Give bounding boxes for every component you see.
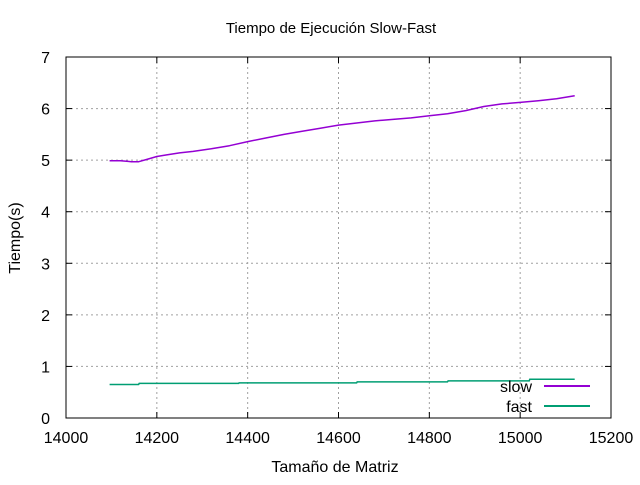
x-tick-label: 14000 [44, 430, 89, 447]
y-tick-label: 6 [41, 102, 50, 119]
y-tick-label: 2 [41, 308, 50, 325]
chart-title: Tiempo de Ejecución Slow-Fast [226, 20, 437, 37]
y-tick-label: 5 [41, 153, 50, 170]
tick-layer: 14000 14200 14400 14600 14800 15000 15200 0 1 2 3 4… [41, 50, 633, 447]
x-tick-label: 14400 [225, 430, 270, 447]
grid-layer [66, 57, 611, 418]
x-tick-label: 14200 [135, 430, 180, 447]
legend: slow fast [500, 379, 590, 416]
y-tick-label: 7 [41, 50, 50, 67]
y-tick-label: 0 [41, 411, 50, 428]
series-line-slow [109, 94, 575, 163]
y-tick-label: 1 [41, 359, 50, 376]
x-tick-label: 15200 [589, 430, 634, 447]
series-line-fast [109, 378, 575, 386]
series-layer [109, 94, 575, 386]
y-tick-label: 4 [41, 205, 50, 222]
x-tick-label: 14800 [407, 430, 452, 447]
x-tick-label: 15000 [498, 430, 543, 447]
legend-label-slow: slow [500, 379, 532, 396]
x-axis-title: Tamaño de Matriz [271, 459, 398, 476]
y-tick-label: 3 [41, 256, 50, 273]
x-tick-label: 14600 [316, 430, 361, 447]
legend-label-fast: fast [506, 399, 532, 416]
y-axis-title: Tiempo(s) [7, 202, 24, 273]
